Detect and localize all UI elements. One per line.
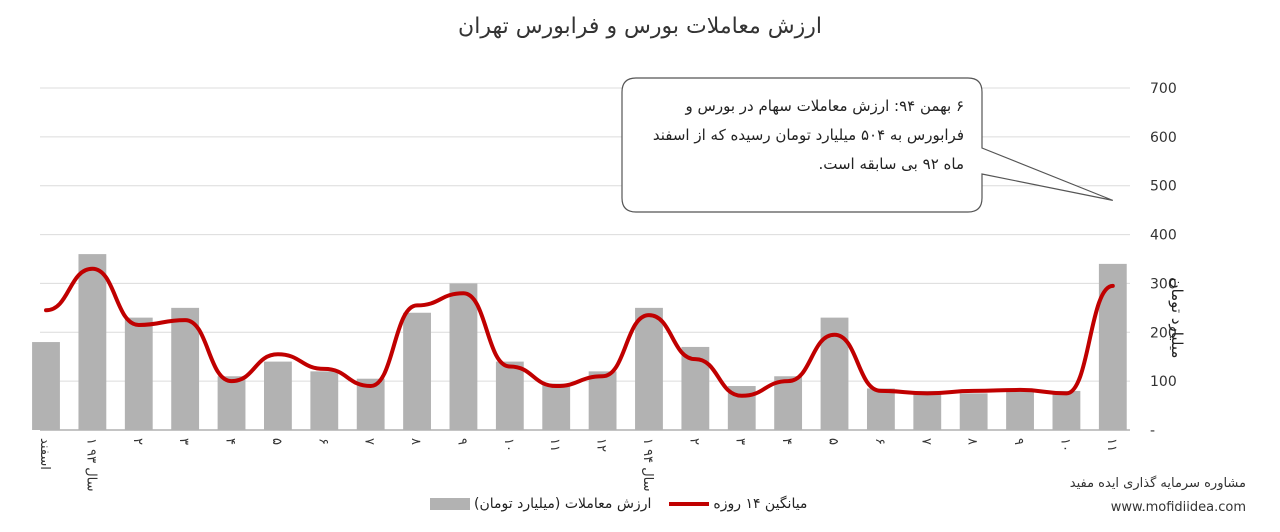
x-tick-label: ۱ سال ۹۳	[83, 438, 98, 492]
bar	[32, 342, 60, 430]
bar	[542, 383, 571, 430]
legend-item-average: میانگین ۱۴ روزه	[669, 496, 807, 512]
credit-url[interactable]: www.mofidiidea.com	[1110, 500, 1246, 515]
callout-bubble	[621, 77, 1114, 213]
bar	[588, 371, 617, 430]
y-axis-ticks: - 100 200 300 400 500 600 700	[1150, 81, 1177, 439]
bar	[78, 254, 107, 430]
x-tick-label: ۷	[362, 438, 377, 445]
x-tick-label: ۶	[872, 438, 887, 445]
y-tick-label: 500	[1150, 179, 1177, 195]
x-tick-label: ۳	[733, 438, 748, 445]
x-tick-label: ۹	[1011, 438, 1026, 445]
y-tick-label: 200	[1150, 325, 1177, 341]
x-tick-label: ۳	[176, 438, 191, 445]
average-line	[44, 266, 1115, 398]
x-tick-label: ۱۱	[1104, 438, 1119, 452]
credit-company: مشاوره سرمایه گذاری ایده مفید	[1069, 476, 1246, 491]
x-tick-label: ۱ سال ۹۴	[640, 438, 655, 492]
bar	[959, 393, 988, 430]
bar	[171, 307, 200, 430]
y-tick-label: 300	[1150, 276, 1177, 292]
legend-item-value: ارزش معاملات (میلیارد تومان)	[430, 496, 651, 512]
bar	[495, 361, 524, 430]
legend-swatch-line	[669, 502, 710, 506]
bar	[124, 317, 153, 430]
x-tick-label: اسفند	[37, 438, 52, 470]
bar	[1052, 390, 1081, 430]
credit: مشاوره سرمایه گذاری ایده مفید www.mofidi…	[1070, 472, 1246, 520]
x-tick-label: ۶	[315, 438, 330, 445]
bar	[310, 371, 339, 430]
x-tick-label: ۵	[826, 438, 841, 445]
x-tick-label: ۸	[408, 438, 423, 445]
chart-title: ارزش معاملات بورس و فرابورس تهران	[458, 14, 822, 39]
x-tick-label: ۱۰	[1057, 438, 1072, 452]
x-tick-label: ۹	[454, 438, 469, 445]
x-tick-label: ۲	[686, 438, 701, 445]
legend-swatch-bar	[430, 498, 470, 510]
y-tick-label: 100	[1150, 374, 1177, 390]
bar-series	[32, 254, 1127, 430]
x-tick-label: ۱۲	[594, 438, 609, 452]
bar	[403, 312, 431, 430]
legend: میانگین ۱۴ روزه ارزش معاملات (میلیارد تو…	[430, 496, 807, 512]
y-tick-label: -	[1150, 423, 1155, 439]
y-tick-label: 700	[1150, 81, 1177, 97]
y-tick-label: 600	[1150, 130, 1177, 146]
y-axis-label: میلیارد تومان	[1168, 277, 1186, 359]
x-tick-label: ۵	[269, 438, 284, 445]
x-tick-label: ۷	[918, 438, 933, 445]
x-tick-label: ۱۱	[547, 438, 562, 452]
x-axis-ticks: اسفند ۱ سال ۹۳ ۲ ۳ ۴ ۵ ۶ ۷ ۸ ۹ ۱۰ ۱۱ ۱۲ ۱ سال ۹۴ ۲ ۳ ۴ ۵ ۶…	[37, 438, 1119, 492]
bar	[1006, 390, 1034, 430]
x-tick-label: ۴	[223, 438, 238, 445]
bar	[866, 388, 895, 430]
bar	[913, 390, 942, 430]
bar	[449, 283, 478, 430]
x-tick-label: ۴	[779, 438, 794, 445]
x-tick-label: ۲	[130, 438, 145, 445]
bar	[774, 376, 803, 430]
bar	[217, 376, 246, 430]
bar	[635, 307, 663, 430]
bar	[264, 361, 292, 430]
bar	[1098, 263, 1127, 430]
y-tick-label: 400	[1150, 228, 1177, 244]
x-tick-label: ۱۰	[501, 438, 516, 452]
legend-label-value: ارزش معاملات (میلیارد تومان)	[474, 496, 652, 512]
callout-text: ۶ بهمن ۹۴: ارزش معاملات سهام در بورس و ف…	[652, 97, 964, 173]
x-tick-label: ۸	[965, 438, 980, 445]
legend-label-average: میانگین ۱۴ روزه	[713, 496, 808, 512]
